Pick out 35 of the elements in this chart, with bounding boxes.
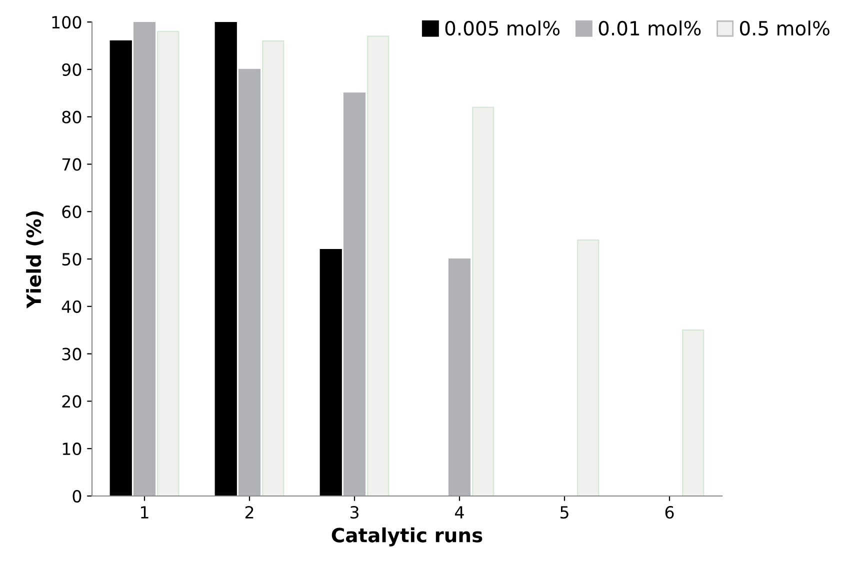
y-tick-label: 70 xyxy=(62,158,82,171)
x-tick-label: 5 xyxy=(560,506,568,519)
bar xyxy=(448,258,471,496)
x-tick-label: 2 xyxy=(245,506,254,518)
y-tick-label: 80 xyxy=(62,110,82,124)
y-tick-label: 50 xyxy=(62,252,82,266)
legend-label: 0.01 mol% xyxy=(598,20,701,36)
bar xyxy=(320,248,342,496)
x-tick-label: 1 xyxy=(141,506,148,518)
bar xyxy=(110,40,132,496)
bar xyxy=(472,106,494,496)
y-tick-label: 90 xyxy=(62,63,82,76)
bar xyxy=(343,92,366,496)
legend-label: 0.005 mol% xyxy=(445,20,560,36)
legend-label: 0.5 mol% xyxy=(740,20,830,36)
x-tick-label: 4 xyxy=(455,506,464,518)
y-tick-label: 20 xyxy=(62,395,82,408)
y-axis-title: Yield (%) xyxy=(26,211,44,308)
bar xyxy=(367,36,390,496)
x-tick-label: 3 xyxy=(350,506,358,519)
bar xyxy=(238,68,261,496)
bar xyxy=(214,22,237,496)
y-tick-label: 40 xyxy=(62,300,82,313)
y-tick-label: 30 xyxy=(62,348,82,360)
y-tick-label: 100 xyxy=(52,16,82,29)
bar xyxy=(682,330,704,496)
bar xyxy=(262,40,284,496)
y-tick-label: 10 xyxy=(62,442,82,456)
x-tick-label: 6 xyxy=(665,506,674,519)
bar xyxy=(133,22,156,496)
y-tick-label: 0 xyxy=(72,490,82,503)
bar xyxy=(577,239,600,496)
bar xyxy=(157,30,180,496)
x-axis-title: Catalytic runs xyxy=(332,527,482,546)
y-tick-label: 60 xyxy=(62,206,82,218)
